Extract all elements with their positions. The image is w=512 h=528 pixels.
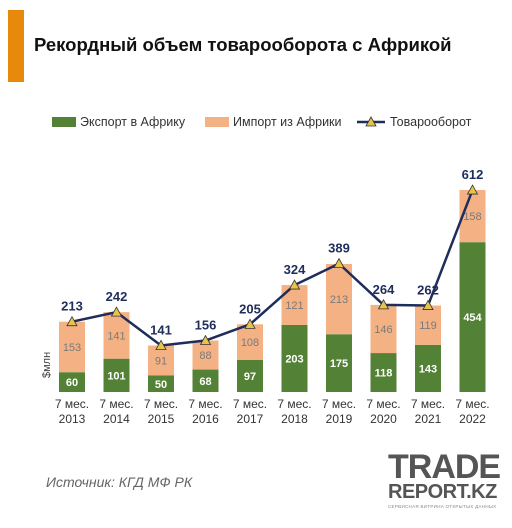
data-label-export: 454 [463, 312, 482, 324]
bar-export [192, 369, 219, 392]
x-tick-label: 7 мес. 2016 [188, 397, 222, 426]
bar-import [237, 324, 263, 360]
bar-import [370, 304, 397, 354]
x-tick-label: 7 мес. 2021 [411, 397, 445, 426]
data-label-export: 68 [199, 376, 211, 388]
x-tick-label: 7 мес. 2015 [144, 397, 178, 426]
data-label-export: 175 [330, 358, 348, 370]
total-line-path [71, 189, 474, 347]
bar-export [103, 358, 130, 392]
total-marker [199, 334, 212, 345]
data-label-import: 119 [419, 320, 437, 332]
x-tick-label: 7 мес. 2017 [233, 397, 267, 426]
bar-export [370, 353, 397, 392]
data-label-import: 146 [374, 324, 392, 336]
source-note: Источник: КГД МФ РК [46, 474, 193, 490]
legend-label-import: Импорт из Африки [233, 115, 342, 129]
data-label-total: 324 [284, 262, 306, 277]
total-marker [66, 315, 78, 327]
logo-sub-text: REPORT.KZ [388, 481, 497, 503]
bar-export [237, 359, 263, 392]
total-marker [333, 257, 345, 269]
legend-label-total: Товарооборот [390, 115, 472, 129]
total-marker [155, 339, 167, 350]
total-marker [466, 184, 479, 195]
data-label-total: 389 [328, 241, 350, 256]
bar-import [415, 305, 441, 345]
data-label-export: 118 [375, 368, 393, 380]
data-label-import: 88 [199, 350, 211, 362]
data-label-import: 158 [463, 211, 481, 223]
data-label-export: 50 [155, 379, 167, 391]
bar-export [326, 334, 352, 392]
data-label-total: 141 [150, 322, 172, 337]
bar-export [148, 375, 174, 392]
bar-export [459, 242, 486, 392]
total-line: 213 242 141 156 205 324 389 264 262 612 [61, 167, 484, 350]
total-marker [288, 279, 301, 290]
legend-label-export: Экспорт в Африку [80, 115, 186, 129]
x-tick-label: 7 мес. 2022 [455, 397, 489, 426]
data-label-total: 612 [462, 167, 484, 182]
legend-swatch-export [52, 117, 76, 127]
bars: 60 153 101 141 50 91 68 88 97 108 203 121 175 213 118 1… [59, 190, 486, 392]
x-tick-label: 7 мес. 2013 [55, 397, 89, 426]
x-axis-labels: 7 мес. 2013 7 мес. 2014 7 мес. 2015 7 мес. 2016… [55, 397, 490, 426]
data-label-export: 203 [285, 354, 303, 366]
data-label-import: 153 [63, 342, 81, 354]
x-tick-label: 7 мес. 2020 [366, 397, 400, 426]
data-label-total: 156 [195, 318, 217, 333]
data-label-total: 264 [373, 282, 395, 297]
bar-export [59, 372, 85, 392]
bar-import [326, 263, 352, 335]
data-label-total: 213 [61, 299, 83, 314]
data-label-export: 101 [107, 370, 125, 382]
bar-import [59, 321, 85, 373]
data-label-import: 108 [241, 337, 259, 349]
chart: Экспорт в Африку Импорт из Африки Товарооб… [41, 115, 490, 426]
total-marker [422, 299, 434, 310]
data-label-export: 143 [419, 363, 437, 375]
logo-main-text: TRADE [388, 448, 501, 486]
bar-import [459, 190, 486, 243]
data-label-total: 205 [239, 301, 261, 316]
bar-export [281, 325, 308, 392]
x-tick-label: 7 мес. 2014 [99, 397, 133, 426]
data-label-import: 141 [107, 330, 125, 342]
data-label-import: 91 [155, 355, 167, 367]
accent-bar [8, 10, 24, 82]
bar-import [148, 345, 174, 376]
total-marker [110, 306, 123, 317]
data-label-export: 60 [66, 377, 78, 389]
y-axis-label: $млн [41, 352, 53, 378]
legend: Экспорт в Африку Импорт из Африки Товарооб… [52, 115, 472, 129]
data-label-total: 242 [106, 289, 128, 304]
legend-marker-total [365, 116, 377, 127]
data-label-export: 97 [244, 371, 256, 383]
legend-swatch-import [205, 117, 229, 127]
data-label-import: 121 [285, 300, 303, 312]
total-marker [244, 318, 256, 329]
x-tick-label: 7 мес. 2018 [277, 397, 311, 426]
bar-import [192, 340, 219, 370]
total-marker [377, 299, 390, 310]
x-tick-label: 7 мес. 2019 [322, 397, 356, 426]
data-label-total: 262 [417, 283, 439, 298]
tradereport-logo: TRADE REPORT.KZ СЕРВИСНАЯ ВИТРИНА ОТКРЫТ… [388, 448, 501, 509]
data-label-import: 213 [330, 294, 348, 306]
logo-tagline: СЕРВИСНАЯ ВИТРИНА ОТКРЫТЫХ ДАННЫХ [388, 504, 497, 509]
bar-export [415, 344, 441, 392]
chart-title: Рекордный объем товарооборота с Африкой [34, 34, 452, 55]
